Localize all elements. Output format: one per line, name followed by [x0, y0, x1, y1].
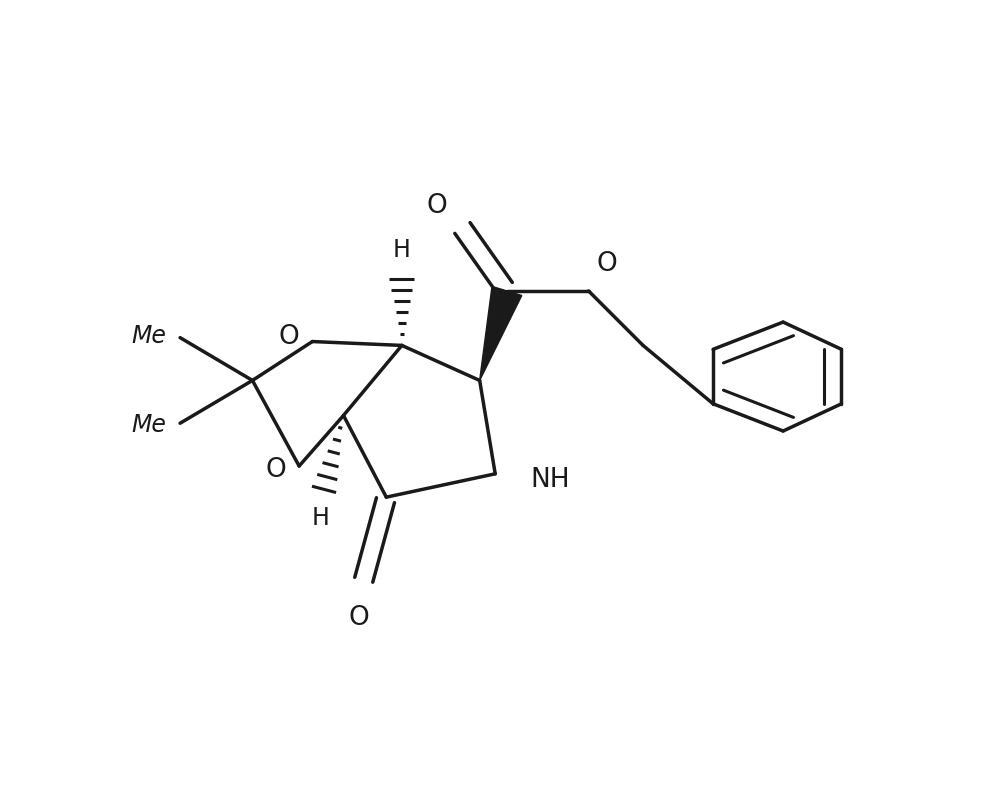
Text: NH: NH: [530, 467, 569, 493]
Text: Me: Me: [131, 413, 166, 437]
Text: O: O: [427, 192, 448, 219]
Text: H: H: [311, 507, 329, 531]
Text: O: O: [349, 604, 369, 630]
Text: O: O: [266, 457, 286, 483]
Polygon shape: [480, 287, 522, 380]
Text: Me: Me: [131, 324, 166, 348]
Text: O: O: [279, 324, 300, 350]
Text: H: H: [393, 238, 410, 262]
Text: O: O: [597, 251, 617, 277]
